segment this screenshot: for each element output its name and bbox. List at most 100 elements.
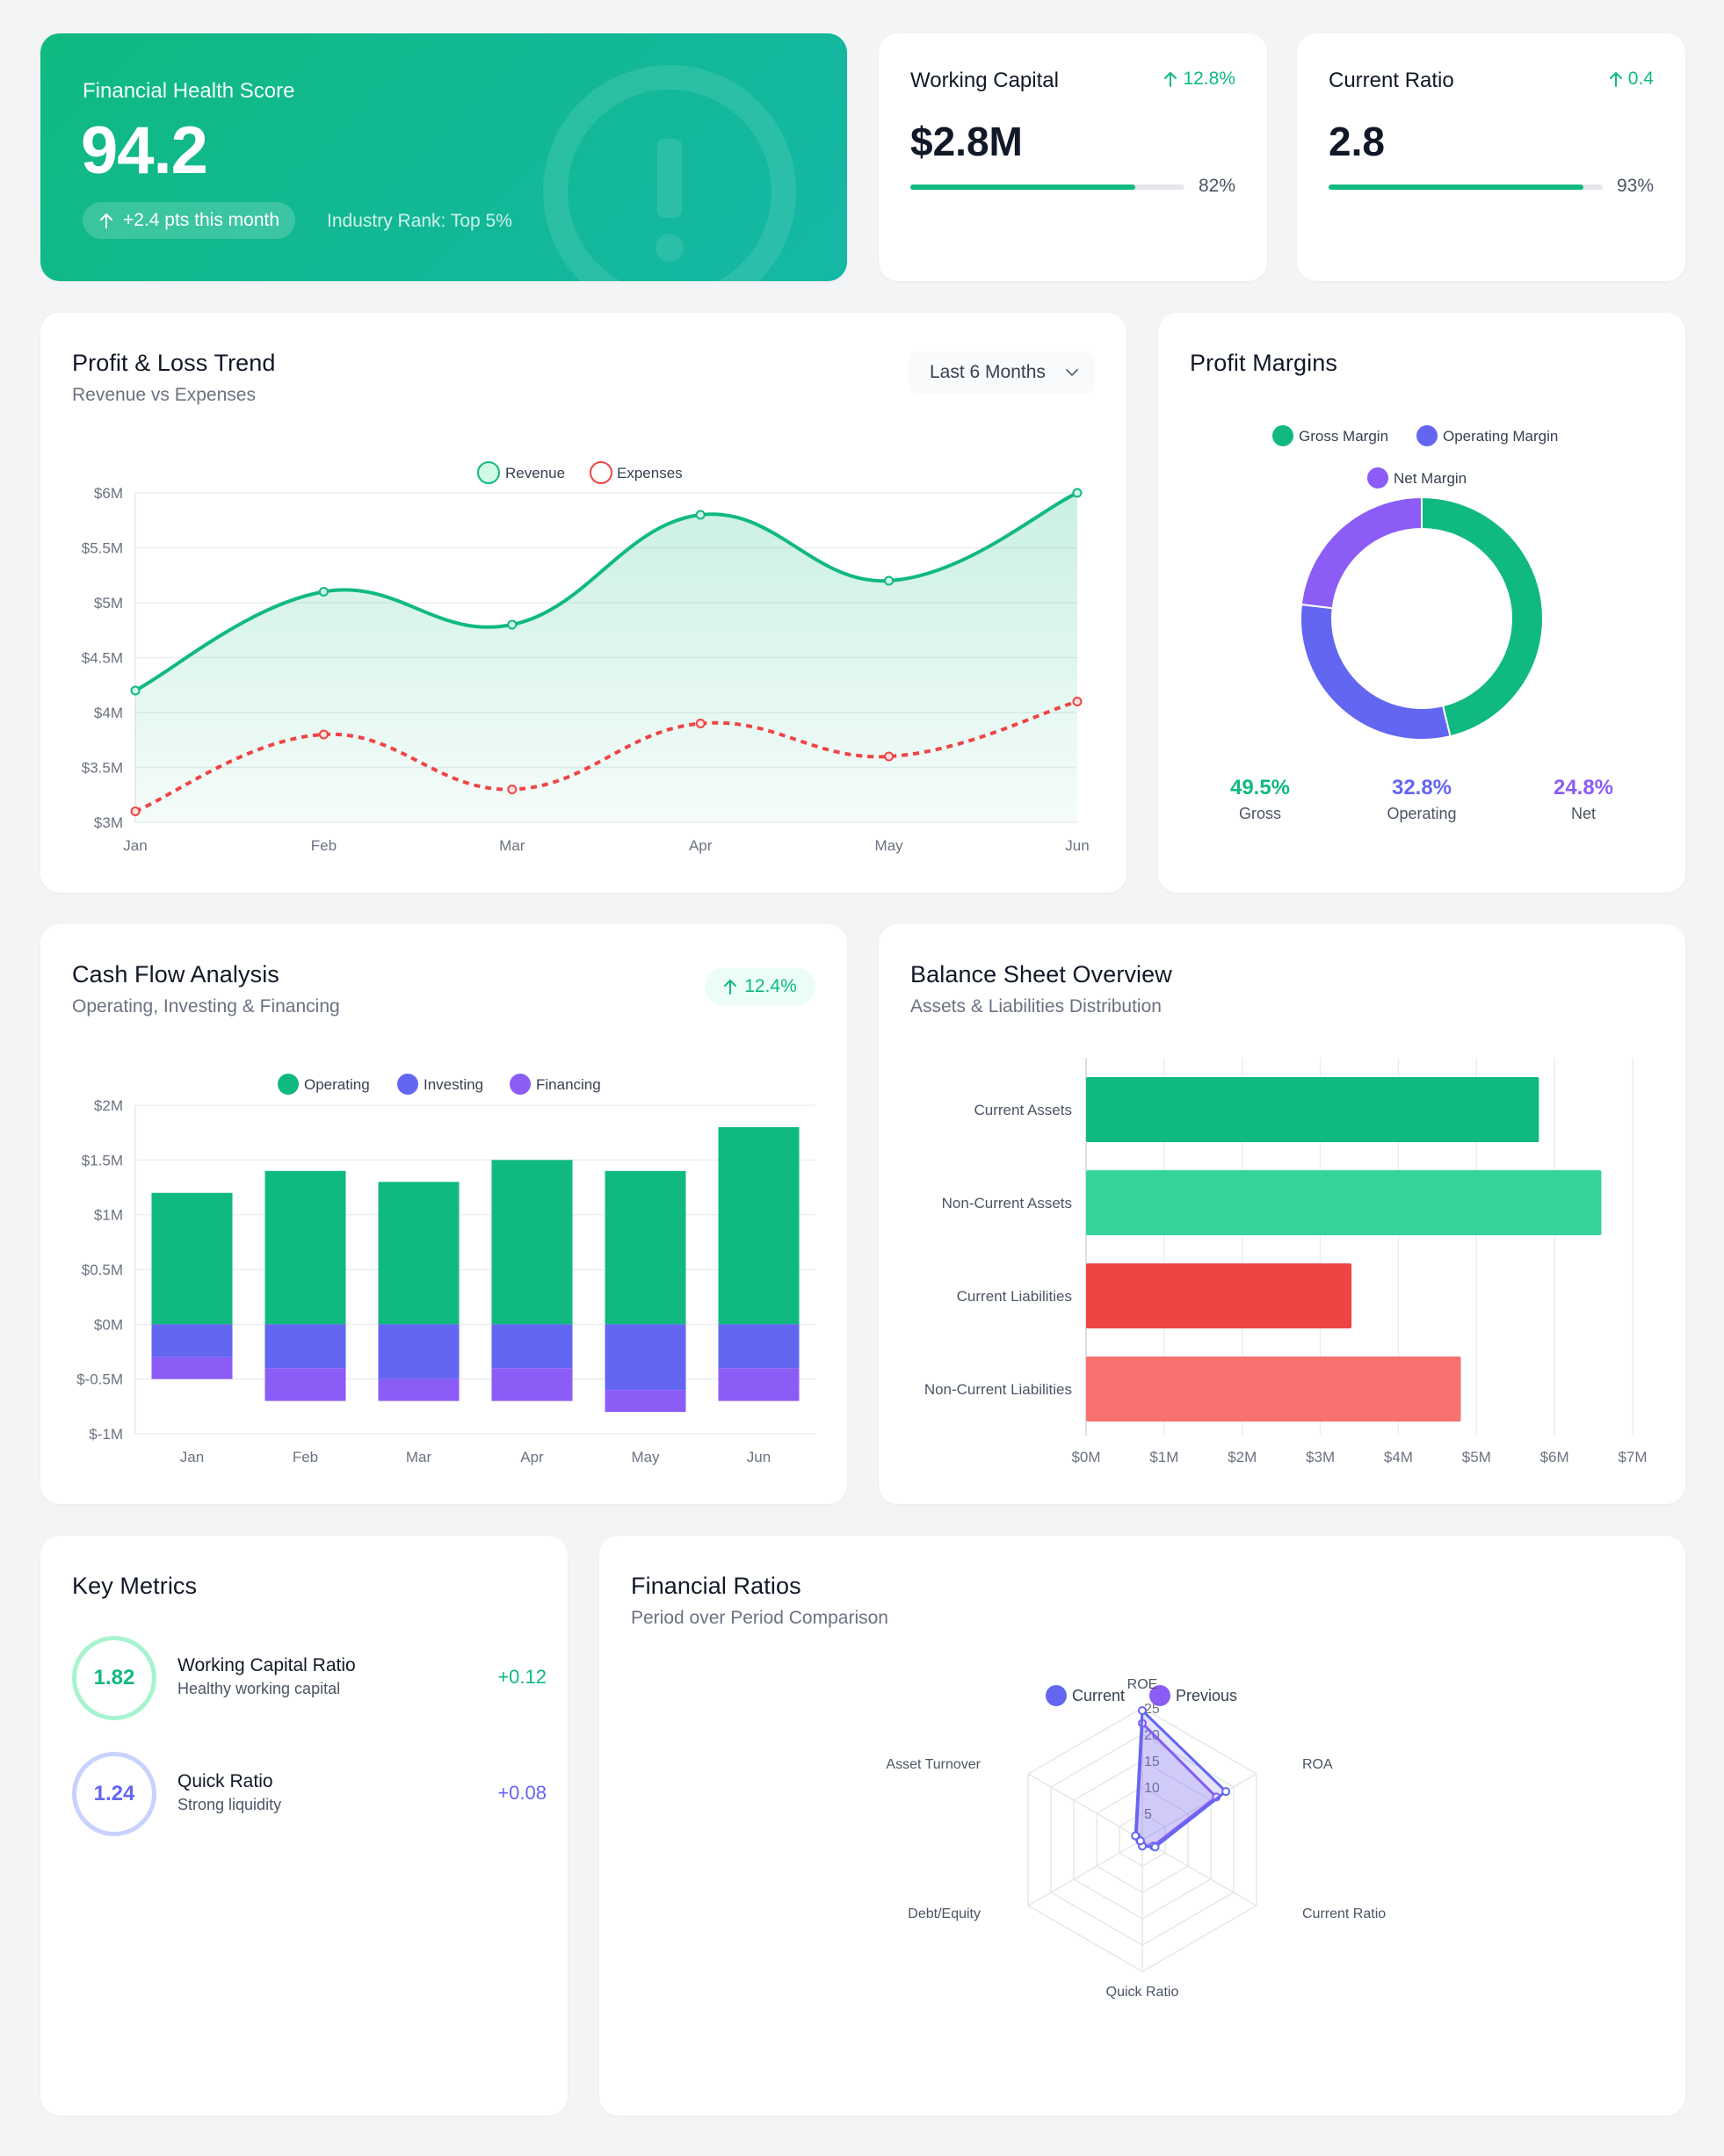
- card-subtitle: Assets & Liabilities Distribution: [910, 996, 1162, 1017]
- balance-sheet-chart: $0M $1M $2M $3M $4M $5M $6M $7M Current Assets No…: [924, 1058, 1648, 1465]
- x-tick-label: Mar: [406, 1449, 432, 1465]
- x-tick-label: Apr: [689, 837, 713, 854]
- legend-label: Net Margin: [1394, 470, 1467, 487]
- kpi-value: $2.8M: [910, 119, 1023, 164]
- y-tick-label: $1M: [94, 1207, 123, 1224]
- y-tick-label: $-1M: [89, 1426, 123, 1443]
- bar-financing: [491, 1368, 573, 1401]
- bar-investing: [491, 1324, 573, 1369]
- kpi-value: 2.8: [1329, 119, 1385, 164]
- x-tick-label: $5M: [1462, 1449, 1491, 1465]
- margin-stat-label: Gross: [1239, 805, 1281, 822]
- y-tick-label: $4M: [94, 705, 123, 721]
- donut-slice: [1421, 496, 1544, 738]
- metric-ring: 1.82: [72, 1636, 156, 1720]
- margin-stat-value: 32.8%: [1392, 776, 1452, 799]
- kpi-change: 12.8%: [1163, 69, 1235, 90]
- radar-point: [1221, 1787, 1231, 1797]
- x-tick-label: $1M: [1149, 1449, 1178, 1465]
- y-tick-label: $0M: [94, 1316, 123, 1333]
- y-tick-label: $5.5M: [82, 540, 123, 557]
- expenses-line: [134, 699, 1078, 814]
- revenue-point: [1072, 488, 1083, 498]
- expenses-point: [507, 785, 518, 794]
- key-metrics-card: Key Metrics 1.82 Working Capital Ratio H…: [40, 1536, 568, 2116]
- radar-axis-label: Debt/Equity: [908, 1906, 981, 1921]
- kpi-name: Current Ratio: [1329, 69, 1454, 92]
- financial-ratios-card: Financial Ratios Period over Period Comp…: [599, 1536, 1685, 2116]
- radar-point: [1135, 1836, 1145, 1846]
- metric-ring: 1.24: [72, 1752, 156, 1836]
- health-score-label: Financial Health Score: [83, 79, 295, 103]
- period-select[interactable]: Last 6 Months: [909, 351, 1095, 394]
- card-title: Financial Ratios: [631, 1573, 801, 1599]
- profit-margins-card: Profit Margins Gross Margin Operating Mar…: [1158, 313, 1685, 893]
- legend-label: Gross Margin: [1299, 428, 1388, 445]
- metric-delta: +0.08: [497, 1782, 547, 1804]
- radar-axis-label: Asset Turnover: [886, 1757, 981, 1772]
- balance-bar: [1086, 1170, 1602, 1235]
- metric-working-capital-ratio: 1.82 Working Capital Ratio Healthy worki…: [72, 1636, 547, 1724]
- cash-flow-chart: Operating Investing Financing $-1M $-0.5M $0M…: [76, 1074, 815, 1465]
- margin-stat-value: 24.8%: [1554, 776, 1613, 799]
- legend-swatch: [1367, 467, 1388, 488]
- industry-rank: Industry Rank: Top 5%: [327, 211, 512, 231]
- bar-financing: [151, 1357, 233, 1379]
- radar-axis-label: Current Ratio: [1302, 1906, 1386, 1921]
- revenue-point: [318, 587, 329, 597]
- legend-revenue-label: Revenue: [505, 465, 565, 481]
- profit-loss-card: Profit & Loss Trend Revenue vs Expenses …: [40, 313, 1126, 893]
- kpi-progress-fill: [1329, 184, 1584, 190]
- metric-name: Quick Ratio: [177, 1771, 273, 1791]
- radar-current: [1134, 1707, 1228, 1849]
- x-tick-label: $3M: [1306, 1449, 1335, 1465]
- radar-tick-label: 5: [1144, 1807, 1152, 1822]
- y-tick-label: $0.5M: [82, 1262, 123, 1278]
- legend-label: Operating Margin: [1443, 428, 1558, 445]
- bar-investing: [264, 1324, 346, 1369]
- y-tick-label: $3.5M: [82, 760, 123, 777]
- expenses-point: [1072, 697, 1083, 706]
- radar-tick-label: 25: [1144, 1702, 1160, 1717]
- bar-investing: [378, 1324, 460, 1379]
- x-tick-label: Mar: [499, 837, 525, 854]
- card-title: Profit Margins: [1190, 350, 1337, 376]
- legend-label: Operating: [304, 1076, 370, 1093]
- metric-quick-ratio: 1.24 Quick Ratio Strong liquidity +0.08: [72, 1752, 547, 1840]
- card-title: Profit & Loss Trend: [72, 350, 276, 376]
- legend-expenses-label: Expenses: [617, 465, 683, 481]
- radar-point: [1131, 1831, 1141, 1841]
- balance-bar: [1086, 1077, 1539, 1142]
- chevron-down-icon: [1066, 369, 1078, 377]
- bar-investing: [718, 1324, 800, 1369]
- alert-icon: [543, 65, 796, 281]
- revenue-point: [507, 619, 518, 630]
- revenue-point: [695, 510, 706, 520]
- balance-bar: [1086, 1263, 1352, 1328]
- y-tick-label: $4.5M: [82, 650, 123, 667]
- bar-financing: [718, 1368, 800, 1401]
- margin-stat-label: Operating: [1387, 805, 1456, 822]
- category-label: Current Liabilities: [957, 1288, 1072, 1305]
- x-tick-label: Feb: [311, 837, 337, 854]
- cash-flow-card: Cash Flow Analysis Operating, Investing …: [40, 924, 847, 1504]
- x-tick-label: May: [875, 837, 904, 854]
- donut-slice: [1300, 496, 1423, 610]
- y-tick-label: $2M: [94, 1097, 123, 1114]
- financial-ratios-radar-chart: Current Previous ROE ROA Current Ratio Quick …: [886, 1677, 1386, 2000]
- legend-label: Financing: [536, 1076, 601, 1093]
- x-tick-label: Jan: [180, 1449, 204, 1465]
- bar-financing: [264, 1368, 346, 1401]
- bar-operating: [264, 1170, 346, 1325]
- arrow-up-icon: [1164, 72, 1177, 87]
- profit-margins-chart: Gross Margin Operating Margin Net Margin 49…: [1230, 425, 1613, 822]
- expenses-point: [884, 751, 895, 762]
- y-tick-label: $1.5M: [82, 1152, 123, 1168]
- period-select-value: Last 6 Months: [930, 362, 1046, 382]
- radar-tick-label: 15: [1144, 1754, 1160, 1769]
- radar-spoke: [1027, 1773, 1143, 1841]
- category-label: Non-Current Assets: [942, 1195, 1072, 1212]
- x-tick-label: $6M: [1540, 1449, 1569, 1465]
- donut-slice: [1300, 603, 1452, 741]
- card-title: Cash Flow Analysis: [72, 961, 279, 988]
